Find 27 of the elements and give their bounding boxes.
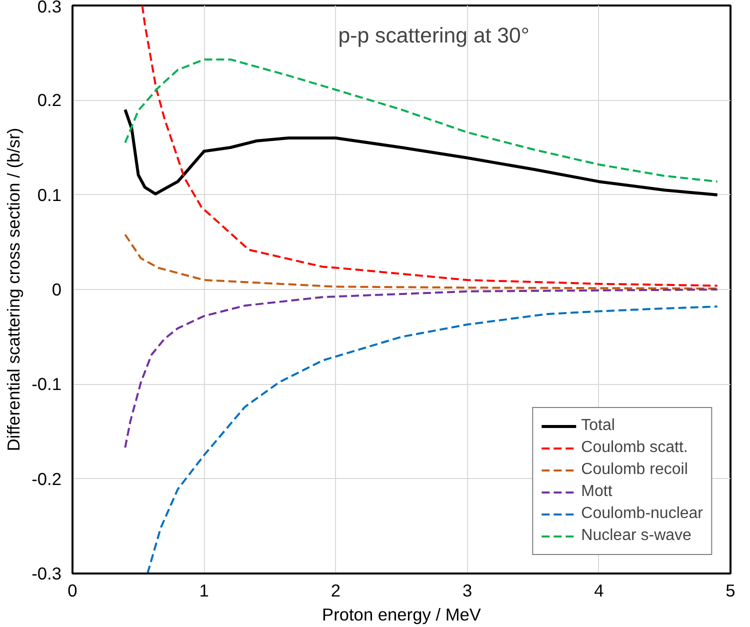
line-series (124, 108, 719, 196)
x-axis-title: Proton energy / MeV (322, 604, 482, 624)
y-tick-label: 0.3 (37, 0, 62, 16)
line-series (141, 6, 718, 287)
y-tick-label: 0 (52, 280, 62, 300)
x-tick-label: 1 (199, 580, 209, 600)
x-tick-label: 5 (726, 580, 736, 600)
legend-label: Nuclear s-wave (581, 527, 692, 545)
y-axis-title: Differential scattering cross section / (b/sr) (4, 128, 24, 452)
y-tick-label: 0.2 (37, 90, 62, 110)
y-tick-label: -0.3 (32, 564, 62, 584)
x-tick-label: 2 (330, 580, 341, 600)
annotation: p-p scattering at 30° (338, 24, 530, 48)
legend-label: Total (581, 417, 615, 435)
x-tick-label: 0 (68, 580, 78, 600)
x-tick-label: 4 (594, 580, 604, 600)
line-series (146, 306, 718, 574)
line-series (124, 234, 718, 290)
y-tick-label: -0.2 (32, 468, 62, 489)
legend-label: Coulomb-nuclear (581, 505, 703, 523)
y-tick-label: 0.1 (37, 184, 62, 205)
line-series (124, 58, 718, 183)
legend-label: Coulomb recoil (581, 461, 688, 479)
x-tick-label: 3 (462, 580, 472, 600)
legend-label: Mott (581, 483, 612, 501)
y-tick-label: -0.1 (32, 374, 62, 394)
legend-label: Coulomb scatt. (581, 439, 688, 457)
